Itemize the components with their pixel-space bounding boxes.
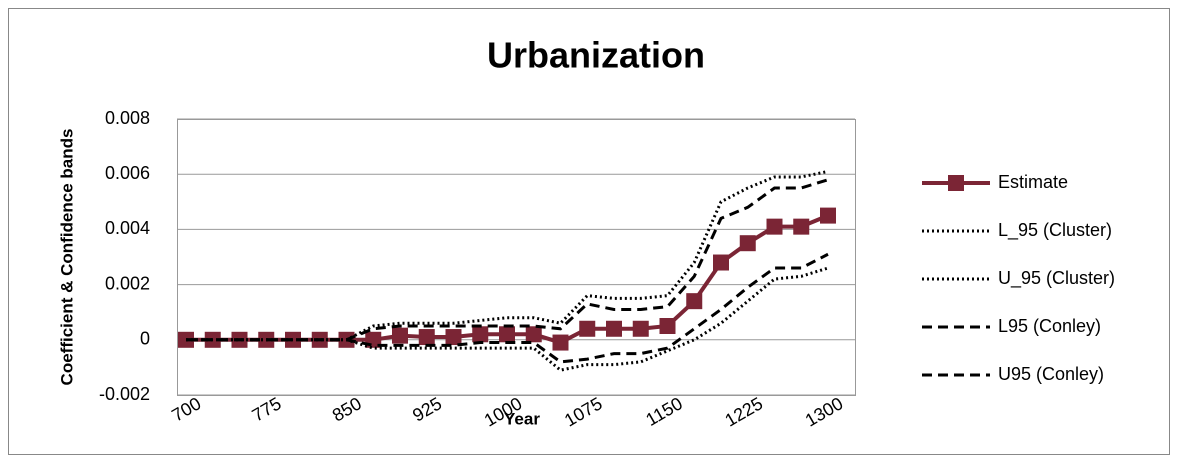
data-point — [472, 326, 489, 343]
y-tick-label: 0.008 — [105, 108, 150, 128]
chart-frame — [8, 8, 1170, 455]
data-point — [392, 327, 408, 344]
data-point — [579, 320, 596, 337]
y-tick-label: -0.002 — [99, 384, 150, 404]
legend-label: U_95 (Cluster) — [998, 268, 1115, 289]
series-line — [186, 252, 829, 364]
data-point — [445, 329, 462, 346]
data-point — [659, 318, 676, 334]
legend-label: L_95 (Cluster) — [998, 220, 1112, 241]
series-line — [186, 169, 829, 342]
y-tick-label: 0 — [140, 329, 150, 349]
y-tick-label: 0.004 — [105, 218, 150, 238]
data-point — [418, 329, 435, 346]
chart-title: Urbanization — [487, 35, 705, 76]
data-point — [499, 326, 515, 343]
series-line — [186, 178, 829, 342]
y-tick-label: 0.002 — [105, 273, 150, 293]
data-point — [632, 320, 649, 337]
data-point — [820, 207, 836, 224]
data-point — [793, 218, 810, 235]
legend-marker — [948, 175, 964, 191]
legend-label: Estimate — [998, 172, 1068, 192]
data-point — [606, 320, 622, 337]
data-point — [686, 293, 703, 310]
data-point — [739, 235, 756, 252]
legend-label: U95 (Conley) — [998, 364, 1104, 384]
y-axis-label: Coefficient & Confidence bands — [57, 129, 76, 386]
data-point — [552, 334, 569, 351]
x-axis-label: Year — [504, 409, 540, 428]
data-point — [713, 254, 729, 271]
data-point — [766, 218, 783, 235]
data-point — [525, 326, 542, 343]
y-tick-label: 0.006 — [105, 163, 150, 183]
legend-label: L95 (Conley) — [998, 316, 1101, 336]
